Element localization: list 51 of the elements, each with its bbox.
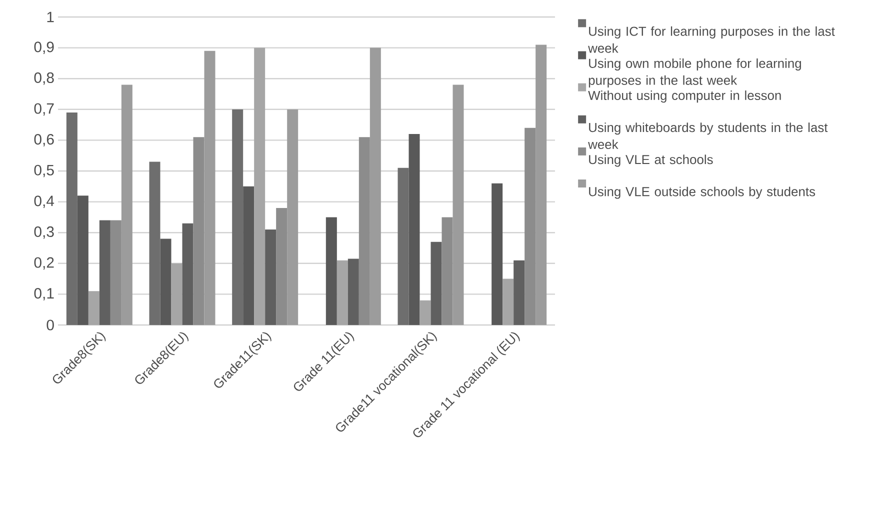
bar (524, 128, 536, 325)
bar (88, 291, 100, 325)
legend-label: Using VLE at schools (589, 154, 713, 167)
bar (336, 260, 348, 325)
legend-label: Without using computer in lesson (588, 90, 781, 103)
y-tick-label: 0,1 (34, 288, 54, 300)
bar (110, 220, 122, 325)
bar (99, 220, 110, 325)
bar (182, 223, 194, 325)
bar (160, 238, 172, 325)
bar (193, 137, 204, 325)
bar (492, 183, 503, 325)
bar (502, 278, 514, 325)
y-tick-label: 0,7 (34, 103, 54, 116)
bar (243, 186, 254, 325)
bar (204, 50, 216, 325)
y-tick-label: 0 (46, 320, 54, 330)
bar (536, 44, 547, 325)
legend-label: Using own mobile phone for learning purposes in the last week (588, 58, 801, 88)
bar (408, 134, 420, 325)
y-tick-label: 0,6 (34, 134, 54, 146)
legend-label: Using ICT for learning purposes in the last week (588, 26, 835, 53)
bar (430, 242, 442, 325)
y-tick-label: 0,8 (34, 72, 54, 85)
bar (77, 196, 88, 325)
y-tick-label: 0,3 (34, 226, 54, 239)
bar (149, 162, 160, 325)
bar (398, 168, 409, 325)
bar (121, 84, 132, 325)
bar (276, 208, 288, 325)
bar (514, 260, 525, 325)
y-tick-label: 1 (47, 12, 54, 22)
bar (265, 230, 276, 325)
bar (66, 112, 78, 325)
y-tick-label: 0,5 (34, 164, 54, 178)
bar (452, 84, 464, 325)
bar (370, 48, 381, 325)
bar (171, 263, 182, 325)
bar (442, 217, 453, 325)
bar (358, 137, 370, 325)
y-tick-label: 0,9 (34, 42, 54, 54)
bar (348, 258, 359, 325)
bar (287, 109, 298, 325)
bar (326, 217, 337, 325)
bar (254, 48, 266, 325)
y-tick-label: 0,2 (34, 257, 54, 270)
bar (420, 300, 431, 325)
y-tick-label: 0,4 (34, 196, 54, 208)
bar (232, 109, 244, 325)
legend-label: Using whiteboards by students in the last week (588, 122, 828, 150)
legend-label: Using VLE outside schools by students (589, 186, 816, 199)
